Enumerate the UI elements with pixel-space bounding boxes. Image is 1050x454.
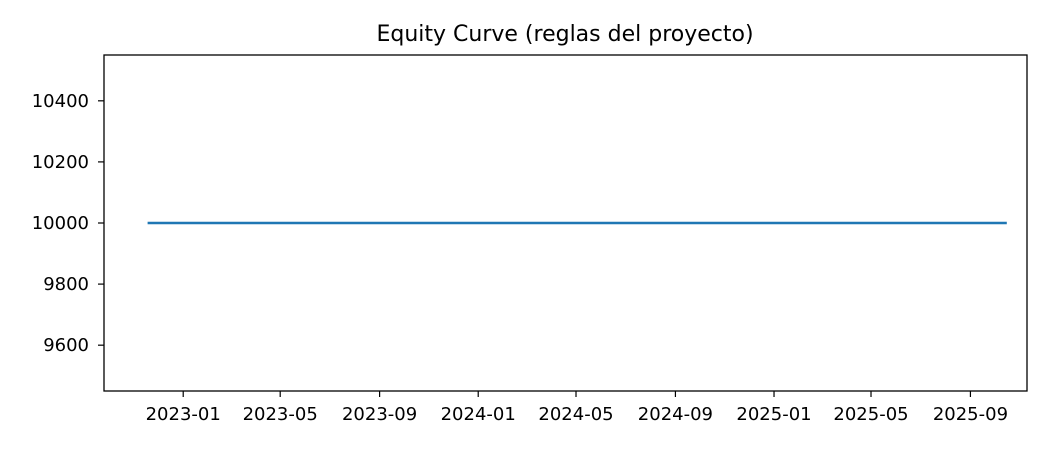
x-tick-label: 2023-05	[243, 404, 318, 425]
y-tick-label: 10400	[32, 91, 89, 112]
x-tick-label: 2023-09	[342, 404, 417, 425]
x-tick-label: 2025-05	[833, 404, 908, 425]
x-tick-label: 2024-05	[538, 404, 613, 425]
y-tick-label: 9800	[43, 274, 89, 295]
x-tick-label: 2024-09	[638, 404, 713, 425]
y-tick-label: 10200	[32, 152, 89, 173]
chart-title: Equity Curve (reglas del proyecto)	[376, 22, 753, 47]
x-tick-label: 2024-01	[441, 404, 516, 425]
y-tick-label: 9600	[43, 335, 89, 356]
y-axis: 9600 9800 10000 10200 10400	[32, 91, 104, 356]
x-tick-label: 2025-01	[736, 404, 811, 425]
y-tick-label: 10000	[32, 213, 89, 234]
x-tick-label: 2025-09	[933, 404, 1008, 425]
x-tick-label: 2023-01	[146, 404, 221, 425]
x-axis: 2023-01 2023-05 2023-09 2024-01 2024-05 2024-…	[146, 391, 1008, 425]
